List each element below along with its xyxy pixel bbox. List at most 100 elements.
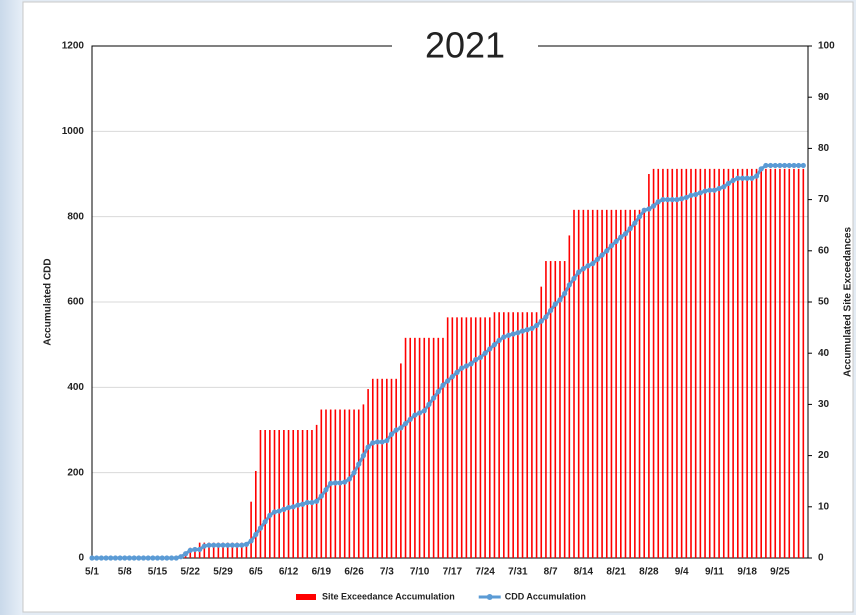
bar	[212, 542, 215, 558]
marker	[243, 541, 250, 547]
bar	[259, 430, 262, 558]
marker	[248, 538, 254, 544]
x-tick-label: 7/24	[475, 567, 495, 578]
marker	[112, 555, 118, 561]
marker	[108, 555, 114, 561]
marker	[627, 226, 633, 232]
marker	[159, 555, 165, 561]
marker	[519, 328, 526, 334]
y2-tick-label: 50	[818, 297, 830, 308]
marker	[318, 493, 324, 499]
legend-label: CDD Accumulation	[505, 591, 586, 601]
bar	[353, 409, 355, 558]
x-tick-label: 9/25	[770, 567, 790, 578]
marker	[267, 512, 273, 518]
bar	[685, 168, 688, 558]
x-tick-label: 8/7	[544, 567, 558, 578]
marker	[711, 187, 718, 193]
bar	[264, 430, 266, 558]
bar	[474, 317, 477, 558]
bar	[194, 547, 196, 558]
bar	[287, 430, 290, 558]
bar	[563, 261, 566, 558]
y-axis-title: Accumulated CDD	[43, 258, 54, 345]
bar	[779, 168, 781, 558]
y2-tick-label: 30	[818, 399, 830, 410]
marker	[594, 256, 601, 262]
marker	[604, 248, 610, 254]
x-tick-label: 5/1	[85, 567, 99, 578]
x-tick-label: 5/29	[213, 567, 233, 578]
bar	[601, 209, 603, 558]
marker	[253, 531, 259, 538]
marker	[131, 555, 137, 561]
bar	[404, 337, 407, 558]
marker	[412, 412, 418, 418]
bar	[315, 424, 318, 558]
bar	[231, 542, 234, 558]
marker	[473, 357, 479, 363]
marker	[791, 162, 797, 169]
marker	[665, 197, 671, 203]
bar	[456, 317, 458, 558]
bar	[400, 363, 402, 558]
bar	[301, 430, 304, 558]
bar	[652, 168, 655, 558]
marker	[299, 501, 306, 507]
bar	[540, 286, 543, 558]
bar	[559, 261, 561, 558]
bar	[615, 209, 617, 558]
bar	[610, 209, 613, 558]
marker	[674, 197, 680, 203]
bar	[250, 501, 252, 558]
bar	[573, 209, 575, 558]
y-tick-label: 400	[67, 382, 84, 393]
bar	[671, 168, 674, 558]
y-tick-label: 200	[67, 467, 84, 478]
marker	[688, 192, 694, 198]
marker	[613, 238, 619, 245]
marker	[641, 207, 647, 213]
marker	[510, 331, 516, 337]
bar	[240, 542, 243, 558]
bar	[624, 209, 627, 558]
bar	[367, 389, 369, 558]
x-tick-label: 6/12	[279, 567, 299, 578]
bar	[634, 209, 636, 558]
marker	[660, 197, 666, 203]
bar	[718, 168, 720, 558]
bar	[783, 168, 786, 558]
marker	[725, 180, 732, 186]
bar	[418, 337, 421, 558]
marker	[211, 542, 217, 548]
marker	[468, 361, 474, 367]
marker	[402, 421, 409, 427]
marker	[314, 498, 320, 504]
bar	[666, 168, 669, 558]
bar	[432, 337, 435, 558]
marker	[281, 506, 287, 512]
marker	[463, 363, 469, 369]
marker	[445, 378, 451, 384]
marker	[257, 525, 264, 531]
marker	[800, 162, 806, 169]
bar	[699, 168, 702, 558]
bar	[694, 168, 697, 558]
bar	[708, 168, 711, 558]
bar	[465, 317, 468, 558]
bar	[222, 542, 224, 558]
marker	[117, 555, 123, 561]
x-tick-label: 7/3	[380, 567, 394, 578]
marker	[295, 502, 301, 508]
legend-marker	[486, 594, 493, 600]
bar	[535, 312, 538, 558]
marker	[431, 395, 437, 401]
marker	[435, 389, 441, 395]
marker	[346, 476, 352, 482]
bar	[638, 209, 641, 558]
bar	[620, 209, 622, 558]
markers	[89, 162, 806, 561]
bar	[662, 168, 664, 558]
